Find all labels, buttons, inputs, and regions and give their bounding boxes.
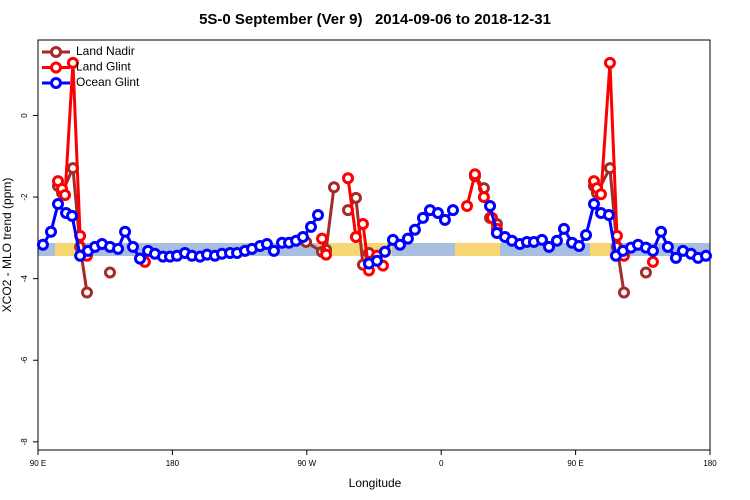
point — [468, 168, 481, 181]
point — [316, 232, 329, 245]
point — [594, 188, 607, 201]
point — [401, 232, 414, 245]
point — [312, 209, 324, 222]
point — [349, 191, 362, 204]
point — [59, 189, 72, 202]
point — [393, 238, 406, 251]
point — [103, 266, 116, 279]
point — [416, 211, 429, 224]
point — [66, 56, 79, 69]
x-tick-label: 90 W — [297, 459, 316, 468]
point — [655, 225, 668, 238]
x-tick-label: 0 — [439, 459, 444, 468]
point — [646, 255, 659, 268]
legend-marker — [50, 61, 62, 74]
point — [320, 248, 333, 261]
point — [80, 286, 93, 299]
point — [557, 222, 570, 235]
point — [536, 233, 548, 246]
y-tick-label: -6 — [20, 356, 29, 364]
point — [44, 225, 57, 238]
point — [66, 209, 79, 222]
point — [461, 200, 474, 213]
x-tick-label: 90 E — [30, 459, 46, 468]
point — [133, 252, 146, 265]
point — [603, 162, 616, 175]
point — [484, 200, 497, 213]
point — [438, 213, 451, 226]
legend-marker — [50, 46, 62, 58]
point — [602, 209, 615, 222]
point — [669, 251, 682, 264]
land-band — [590, 243, 610, 256]
point — [296, 231, 309, 244]
point — [431, 206, 444, 219]
point — [699, 249, 712, 262]
point — [327, 181, 340, 194]
point — [617, 286, 630, 299]
point — [646, 244, 659, 257]
land-band — [455, 243, 500, 256]
point — [119, 225, 132, 238]
point — [550, 234, 563, 247]
point — [580, 229, 593, 242]
y-tick-label: -2 — [20, 193, 29, 201]
point — [66, 162, 79, 175]
point — [260, 237, 273, 250]
land-band — [55, 243, 75, 256]
point — [639, 266, 652, 279]
y-axis-label: XCO2 - MLO trend (ppm) — [0, 178, 14, 313]
point — [661, 240, 674, 253]
x-tick-label: 90 E — [567, 459, 583, 468]
x-axis-label: Longitude — [349, 476, 402, 490]
legend-label: Ocean Glint — [76, 75, 140, 89]
legend-label: Land Glint — [76, 60, 131, 74]
x-tick-label: 180 — [703, 459, 717, 468]
legend-label: Land Nadir — [76, 44, 135, 58]
point — [446, 204, 459, 217]
point — [36, 238, 49, 251]
y-tick-label: -8 — [20, 438, 29, 446]
point — [587, 198, 600, 210]
series-line — [58, 168, 646, 292]
point — [267, 244, 280, 257]
legend-marker — [50, 77, 62, 89]
point — [408, 223, 421, 236]
point — [349, 231, 362, 244]
point — [304, 220, 317, 233]
y-tick-label: 0 — [20, 113, 29, 118]
point — [370, 254, 383, 267]
point — [342, 172, 355, 185]
point — [477, 191, 490, 204]
point — [112, 242, 125, 255]
point — [52, 198, 65, 210]
point — [378, 245, 391, 258]
point — [543, 240, 556, 253]
x-tick-label: 180 — [166, 459, 180, 468]
point — [573, 240, 586, 253]
point — [603, 56, 616, 69]
series — [36, 198, 712, 270]
point — [126, 240, 139, 253]
chart-title: 5S-0 September (Ver 9) 2014-09-06 to 201… — [199, 11, 551, 28]
point — [356, 217, 369, 230]
y-tick-label: -4 — [20, 275, 29, 283]
